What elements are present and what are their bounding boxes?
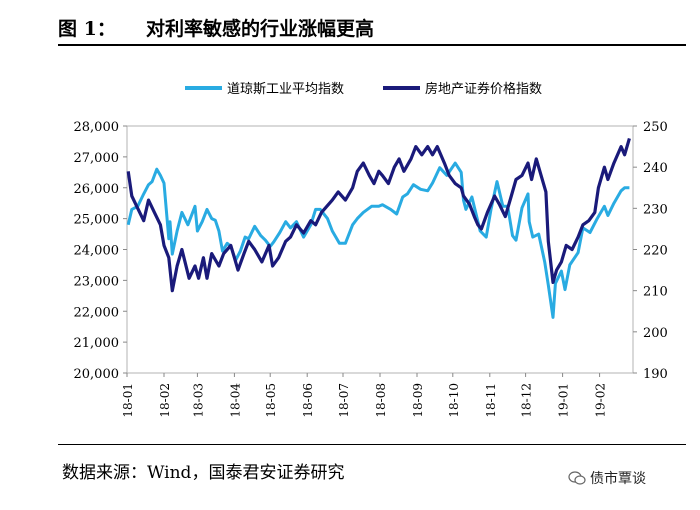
y-left-tick-label: 25,000 bbox=[74, 213, 120, 228]
y-right-tick-label: 220 bbox=[643, 244, 668, 259]
chart-axes: 20,000 21,000 22,000 23,000 24,000 25,000 26,0… bbox=[74, 120, 668, 418]
plot-frame bbox=[126, 125, 634, 374]
y-left-tick-label: 27,000 bbox=[74, 151, 120, 166]
y-right-tick-label: 200 bbox=[643, 326, 668, 341]
x-tick-label: 18-07 bbox=[337, 383, 351, 418]
y-right-tick-label: 230 bbox=[643, 202, 668, 217]
y-left-tick-label: 23,000 bbox=[74, 274, 120, 289]
figure-label: 图 1： bbox=[58, 18, 116, 40]
y-right-tick-label: 210 bbox=[643, 285, 668, 300]
y-right-tick-label: 240 bbox=[643, 161, 668, 176]
y-left-tick-label: 21,000 bbox=[74, 336, 120, 351]
chart-series bbox=[126, 137, 631, 319]
y-right-tick-label: 190 bbox=[643, 367, 668, 382]
line-chart: 道琼斯工业平均指数 房地产证券价格指数 20,000 21,000 22,000 23… bbox=[74, 81, 668, 418]
x-tick-label: 18-02 bbox=[158, 383, 172, 418]
x-tick-label: 18-10 bbox=[447, 383, 461, 418]
watermark-text: 债市覃谈 bbox=[590, 471, 646, 487]
x-tick-label: 18-12 bbox=[520, 383, 534, 418]
x-tick-label: 18-09 bbox=[411, 383, 425, 418]
source-note: 数据来源：Wind，国泰君安证券研究 bbox=[62, 463, 345, 483]
y-left-tick-label: 26,000 bbox=[74, 182, 120, 197]
x-tick-label: 18-04 bbox=[228, 383, 242, 418]
bottom-rule bbox=[58, 444, 686, 445]
chart-legend: 道琼斯工业平均指数 房地产证券价格指数 bbox=[185, 81, 542, 97]
x-tick-label: 18-01 bbox=[121, 383, 135, 418]
x-tick-label: 19-01 bbox=[557, 383, 571, 418]
y-left-tick-label: 28,000 bbox=[74, 120, 120, 135]
series-line-housing bbox=[126, 137, 631, 293]
wechat-bubble-icon bbox=[568, 471, 586, 485]
x-tick-label: 18-11 bbox=[484, 383, 498, 418]
x-tick-label: 18-03 bbox=[191, 383, 205, 418]
y-right-tick-label: 250 bbox=[643, 120, 668, 135]
figure-header: 图 1： 对利率敏感的行业涨幅更高 bbox=[58, 14, 688, 44]
y-left-tick-label: 24,000 bbox=[74, 244, 120, 259]
legend-label-housing: 房地产证券价格指数 bbox=[425, 81, 542, 97]
x-tick-label: 19-02 bbox=[594, 383, 608, 418]
x-tick-label: 18-06 bbox=[301, 383, 315, 418]
series-line-dow bbox=[126, 161, 630, 319]
x-tick-label: 18-08 bbox=[374, 383, 388, 418]
y-left-tick-label: 22,000 bbox=[74, 305, 120, 320]
top-rule bbox=[58, 44, 686, 46]
y-left-tick-label: 20,000 bbox=[74, 367, 120, 382]
x-tick-label: 18-05 bbox=[264, 383, 278, 418]
figure-title: 对利率敏感的行业涨幅更高 bbox=[146, 18, 375, 40]
legend-label-dow: 道琼斯工业平均指数 bbox=[227, 82, 344, 97]
